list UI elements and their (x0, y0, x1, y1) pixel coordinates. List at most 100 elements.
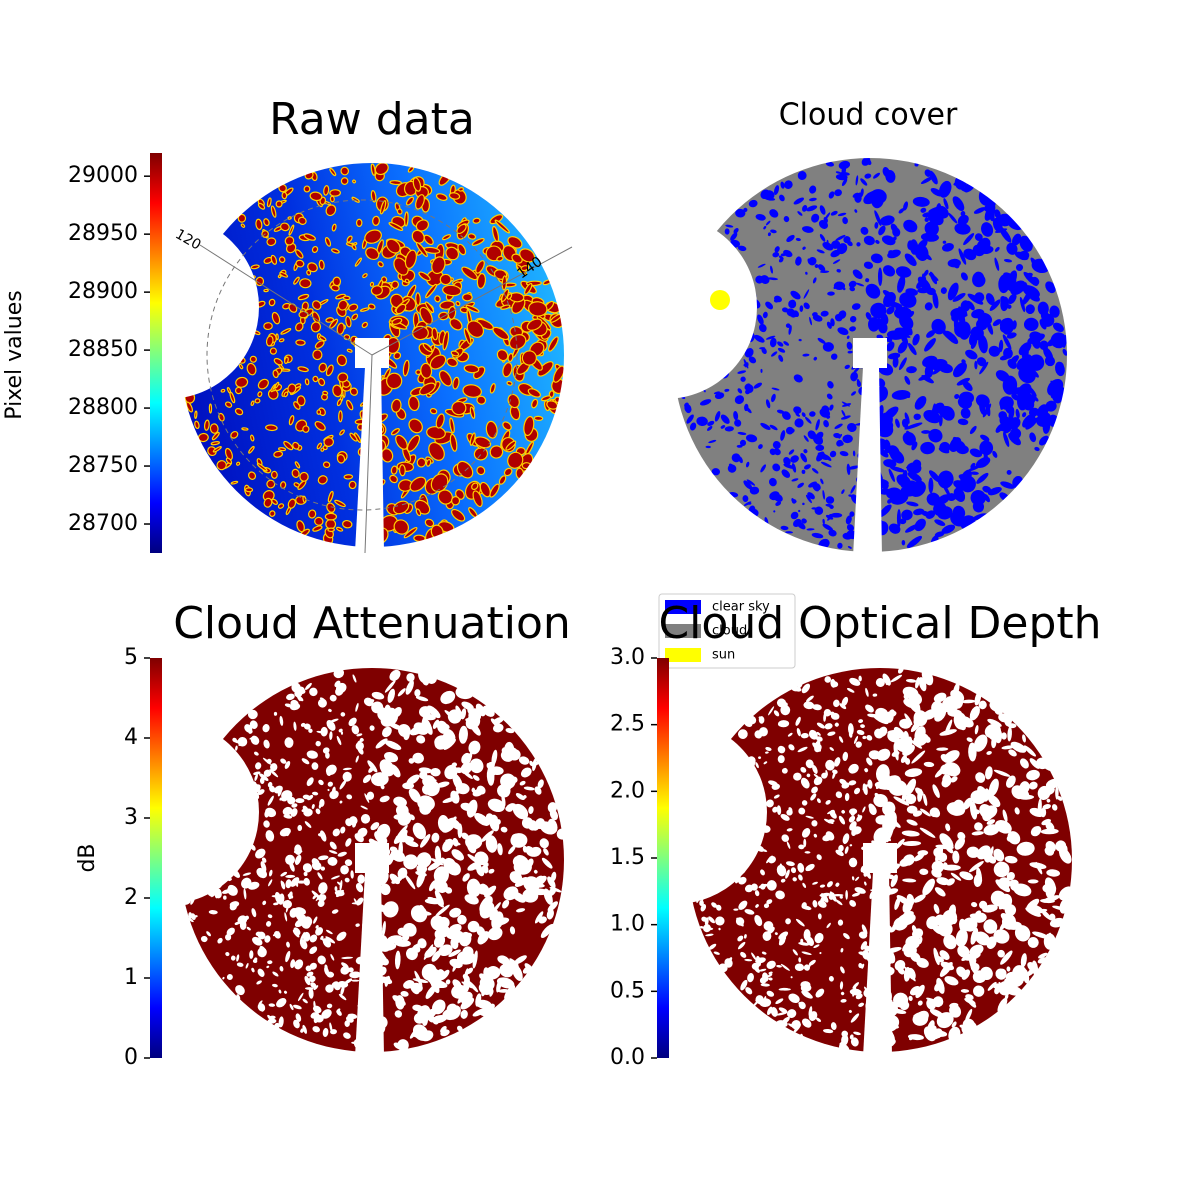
sky-blob (472, 490, 483, 508)
sky-blob (704, 311, 711, 317)
sky-blob (225, 279, 231, 291)
sky-blob (295, 259, 305, 268)
sky-blob (867, 438, 873, 444)
sky-blob (724, 228, 730, 235)
sky-blob (897, 340, 908, 354)
sky-blob (340, 177, 349, 185)
colorbar-tick-label: 2.5 (610, 712, 645, 737)
sky-blob (202, 269, 207, 278)
sky-blob (232, 322, 241, 331)
sky-blob (314, 516, 324, 526)
sky-blob (248, 445, 255, 454)
panel-title: Cloud Attenuation (173, 598, 571, 649)
sky-blob (263, 322, 273, 331)
sky-blob (972, 513, 988, 521)
sky-blob (726, 270, 736, 277)
sky-blob (403, 527, 418, 539)
sky-blob (850, 494, 860, 505)
sky-blob (733, 228, 739, 234)
sky-blob (294, 461, 301, 469)
sky-blob (734, 419, 742, 427)
sky-blob (297, 366, 309, 373)
sky-blob (314, 421, 326, 431)
sky-blob (451, 496, 461, 506)
sky-blob (280, 328, 292, 335)
colorbar-tick-label: 28750 (68, 453, 138, 478)
sky-blob (825, 496, 835, 504)
sky-blob (820, 310, 829, 317)
sky-blob (291, 468, 300, 478)
sky-blob (340, 166, 350, 176)
sky-blob (365, 247, 380, 261)
sky-blob (334, 499, 346, 508)
sky-blob (288, 224, 295, 236)
sky-blob (698, 419, 703, 426)
sky-blob (472, 217, 481, 224)
sky-blob (324, 237, 332, 247)
sky-blob (246, 362, 257, 376)
sky-blob (178, 345, 187, 354)
sky-blob (323, 437, 335, 447)
sky-blob (960, 407, 971, 419)
sky-blob (903, 201, 909, 211)
sky-blob (372, 530, 383, 548)
sky-blob (457, 243, 467, 256)
sky-blob (836, 269, 841, 273)
sky-blob (849, 326, 856, 332)
sky-blob (502, 362, 513, 378)
sky-blob (337, 299, 349, 311)
sky-blob (389, 180, 403, 186)
sky-blob (274, 381, 280, 389)
sky-blob (295, 249, 304, 259)
sky-blob (965, 349, 978, 360)
sky-blob (273, 357, 283, 366)
colorbar-label: Pixel values (2, 290, 27, 419)
sky-blob (449, 417, 455, 434)
sky-blob (970, 462, 976, 469)
sky-blob (523, 415, 535, 437)
sky-blob (858, 386, 868, 396)
sky-blob (703, 349, 712, 358)
sky-blob (738, 456, 743, 464)
sky-blob (892, 356, 899, 368)
sky-blob (822, 342, 834, 352)
sky-blob (489, 445, 504, 459)
sky-blob (234, 408, 244, 416)
sky-blob (215, 237, 227, 246)
sky-blob (471, 238, 485, 246)
sky-blob (361, 508, 371, 517)
colorbar-tick-label: 3 (124, 805, 138, 830)
sky-blob (807, 492, 815, 500)
sky-blob (829, 404, 834, 411)
sky-blob (1018, 250, 1030, 261)
sky-blob (312, 375, 319, 383)
sky-blob (836, 439, 843, 447)
sky-blob (875, 358, 883, 365)
sky-blob (275, 200, 283, 208)
sky-blob (314, 340, 325, 349)
sky-blob (336, 454, 346, 464)
sky-blob (304, 378, 310, 386)
sky-blob (687, 281, 693, 289)
sky-blob (809, 185, 817, 194)
sky-blob (528, 301, 548, 317)
sky-blob (295, 798, 305, 804)
sky-blob (250, 400, 255, 407)
sky-blob (678, 296, 683, 307)
sky-blob (772, 252, 780, 258)
sky-blob (779, 194, 785, 202)
colorbar (150, 658, 162, 1058)
sky-blob (190, 343, 202, 349)
sky-blob (702, 280, 709, 285)
sky-blob (288, 415, 295, 426)
sky-blob (428, 442, 445, 461)
sky-blob (924, 302, 933, 311)
sky-blob (283, 440, 294, 451)
sky-blob (404, 249, 417, 269)
sky-blob (266, 237, 277, 247)
sky-blob (208, 403, 213, 414)
sky-blob (372, 215, 380, 226)
sky-blob (463, 327, 472, 345)
sky-blob (476, 272, 487, 289)
sky-blob (873, 172, 881, 179)
